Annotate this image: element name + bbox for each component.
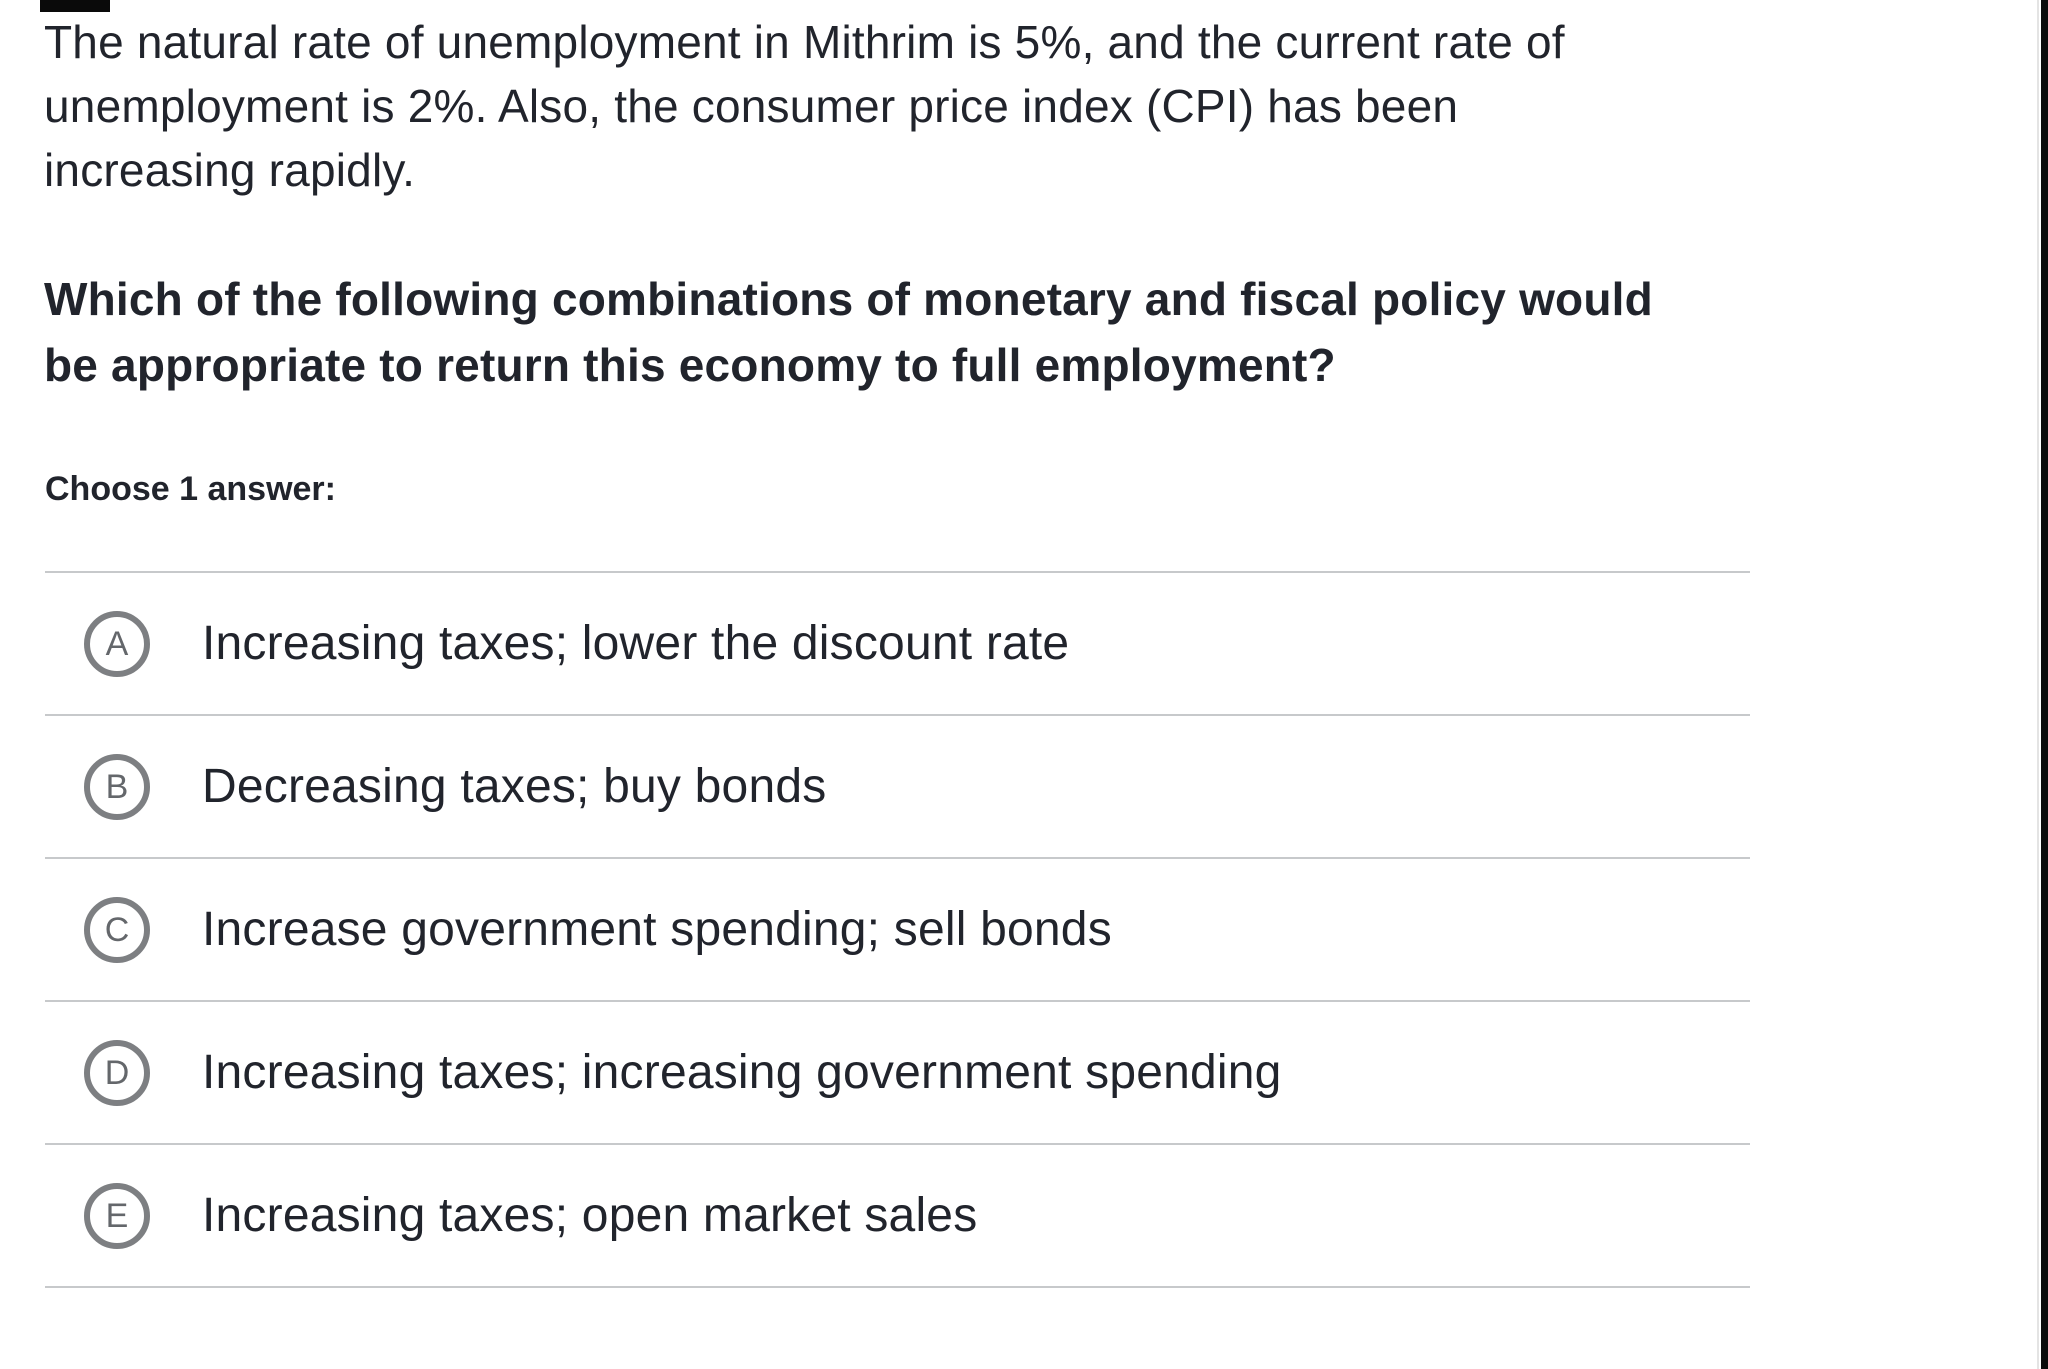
answer-option-b[interactable]: B Decreasing taxes; buy bonds [45, 714, 1750, 857]
choice-c-text: Increase government spending; sell bonds [202, 903, 1112, 956]
question-line: be appropriate to return this economy to… [44, 339, 1336, 391]
choice-e-text: Increasing taxes; open market sales [202, 1189, 978, 1242]
choice-a-text: Increasing taxes; lower the discount rat… [202, 617, 1070, 670]
choice-d-letter: D [104, 1053, 130, 1092]
passage-line: increasing rapidly. [44, 144, 416, 196]
choice-a-radio[interactable]: A [84, 610, 150, 677]
choice-a-letter: A [105, 624, 129, 663]
answer-choices-list: A Increasing taxes; lower the discount r… [45, 571, 1750, 1288]
passage-line: The natural rate of unemployment in Mith… [44, 16, 1565, 68]
choose-answer-label: Choose 1 answer: [45, 470, 336, 508]
answer-option-e[interactable]: E Increasing taxes; open market sales [45, 1143, 1750, 1286]
question-passage: The natural rate of unemployment in Mith… [44, 10, 1565, 202]
choice-d-radio[interactable]: D [84, 1039, 150, 1106]
top-left-crop-artifact [40, 0, 110, 12]
right-edge-crop-bar [2041, 0, 2048, 1369]
answer-option-d[interactable]: D Increasing taxes; increasing governmen… [45, 1000, 1750, 1143]
answer-option-c[interactable]: C Increase government spending; sell bon… [45, 857, 1750, 1000]
choice-c-radio[interactable]: C [84, 896, 150, 963]
choice-d-text: Increasing taxes; increasing government … [202, 1046, 1282, 1099]
choice-b-radio[interactable]: B [84, 753, 150, 820]
question-stem: Which of the following combinations of m… [44, 266, 1653, 398]
choice-e-radio[interactable]: E [84, 1182, 150, 1249]
answer-option-a[interactable]: A Increasing taxes; lower the discount r… [45, 571, 1750, 714]
choice-e-letter: E [105, 1196, 129, 1235]
right-edge-faint-line [2037, 0, 2039, 1369]
question-line: Which of the following combinations of m… [44, 273, 1653, 325]
passage-line: unemployment is 2%. Also, the consumer p… [44, 80, 1459, 132]
choice-c-letter: C [104, 910, 130, 949]
choice-b-letter: B [105, 767, 129, 806]
choice-b-text: Decreasing taxes; buy bonds [202, 760, 827, 813]
